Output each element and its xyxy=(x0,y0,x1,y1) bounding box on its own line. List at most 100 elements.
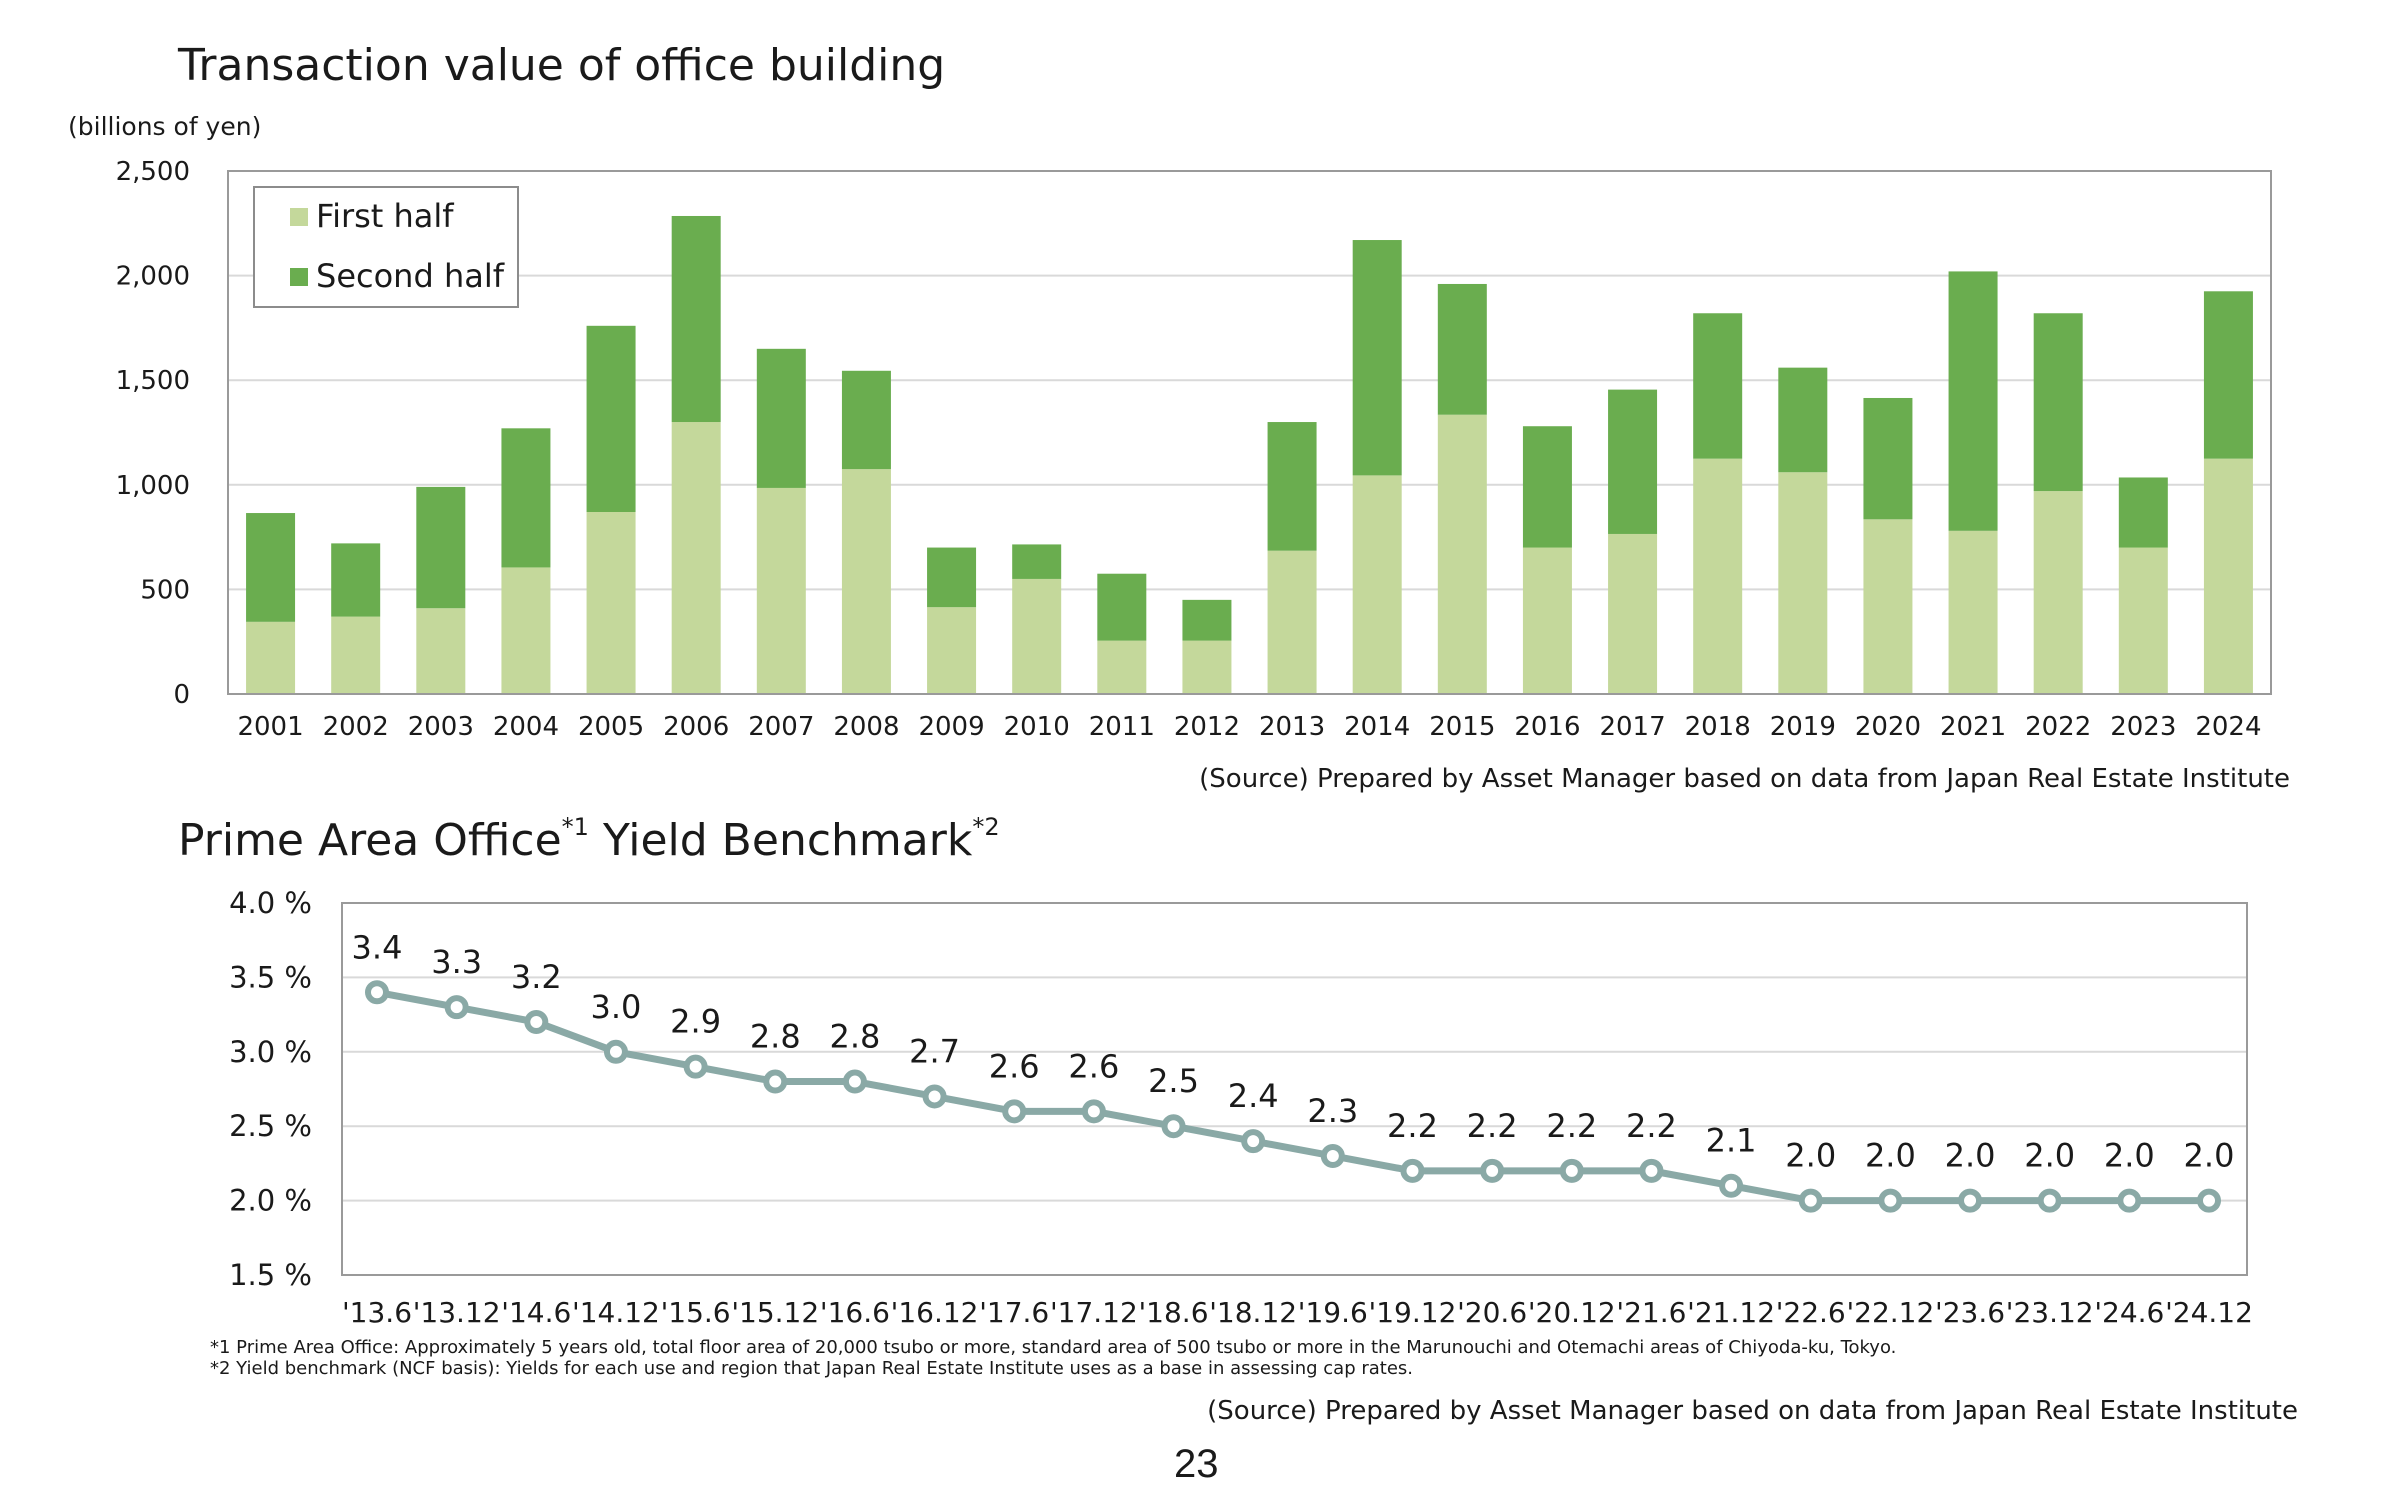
line-x-tick-label: '16.12 xyxy=(891,1296,979,1329)
yield-value-label: 2.1 xyxy=(1706,1122,1757,1160)
bar-second-half-2013 xyxy=(1267,422,1317,551)
bar-second-half-2006 xyxy=(671,215,721,423)
line-x-tick-label: '23.12 xyxy=(2006,1296,2094,1329)
footnote-2: *2 Yield benchmark (NCF basis): Yields f… xyxy=(210,1358,1414,1379)
yield-value-label: 2.3 xyxy=(1307,1092,1358,1130)
bar-second-half-2010 xyxy=(1012,544,1062,579)
bar-first-half-2014 xyxy=(1352,475,1402,694)
bar-first-half-2006 xyxy=(671,422,721,694)
yield-point-'18.12 xyxy=(1241,1129,1266,1154)
yield-point-'17.6 xyxy=(1002,1099,1027,1124)
yield-value-label: 2.8 xyxy=(829,1018,880,1056)
bar-second-half-2024 xyxy=(2203,291,2253,459)
bar-x-tick-label: 2005 xyxy=(578,712,644,742)
bar-x-tick-label: 2001 xyxy=(237,712,303,742)
yield-series-line xyxy=(376,988,2209,1205)
yield-point-'22.12 xyxy=(1878,1188,1903,1213)
bar-x-tick-label: 2014 xyxy=(1344,712,1410,742)
bar-y-tick-label: 1,000 xyxy=(116,471,190,501)
bar-x-tick-label: 2003 xyxy=(408,712,474,742)
yield-value-label: 3.0 xyxy=(591,988,642,1026)
yield-point-'20.12 xyxy=(1559,1158,1584,1183)
line-x-tick-label: '18.12 xyxy=(1209,1296,1297,1329)
bar-first-half-2009 xyxy=(927,607,977,694)
bar-x-tick-label: 2021 xyxy=(1940,712,2006,742)
yield-value-label: 2.2 xyxy=(1467,1107,1518,1145)
bar-x-tick-label: 2004 xyxy=(493,712,559,742)
legend-swatch-second-half xyxy=(290,268,308,286)
bar-first-half-2022 xyxy=(2033,491,2083,694)
bar-x-tick-label: 2008 xyxy=(833,712,899,742)
bar-x-tick-label: 2007 xyxy=(748,712,814,742)
line-y-tick-label: 2.5 % xyxy=(229,1109,312,1143)
bar-plot-frame xyxy=(227,170,2272,695)
yield-point-'19.6 xyxy=(1320,1143,1345,1168)
yield-value-label: 2.9 xyxy=(670,1003,721,1041)
yield-point-'13.12 xyxy=(444,995,469,1020)
page-number: 23 xyxy=(1174,1442,1219,1486)
bar-second-half-2003 xyxy=(416,486,466,609)
bar-x-tick-label: 2011 xyxy=(1089,712,1155,742)
line-x-tick-label: '19.6 xyxy=(1298,1296,1368,1329)
bar-first-half-2024 xyxy=(2203,458,2253,694)
bar-x-tick-label: 2023 xyxy=(2110,712,2176,742)
bar-second-half-2009 xyxy=(927,547,977,608)
yield-point-'18.6 xyxy=(1161,1114,1186,1139)
yield-point-'20.6 xyxy=(1480,1158,1505,1183)
bar-x-tick-label: 2015 xyxy=(1429,712,1495,742)
bar-first-half-2016 xyxy=(1522,547,1572,694)
yield-point-'24.6 xyxy=(2117,1188,2142,1213)
yield-point-'16.6 xyxy=(842,1069,867,1094)
bar-second-half-2021 xyxy=(1948,271,1998,531)
line-chart-title-rest: Yield Benchmark xyxy=(588,815,973,866)
yield-value-label: 2.0 xyxy=(2104,1137,2155,1175)
bar-second-half-2014 xyxy=(1352,240,1402,476)
bar-second-half-2008 xyxy=(841,370,891,470)
line-x-tick-label: '15.6 xyxy=(661,1296,731,1329)
line-x-tick-label: '22.12 xyxy=(1846,1296,1934,1329)
bar-first-half-2017 xyxy=(1608,533,1658,694)
bar-legend: First half Second half xyxy=(253,186,519,308)
bar-first-half-2018 xyxy=(1693,458,1743,694)
yield-point-'17.12 xyxy=(1081,1099,1106,1124)
bar-first-half-2007 xyxy=(756,487,806,694)
yield-value-label: 2.0 xyxy=(2184,1137,2235,1175)
yield-point-'21.12 xyxy=(1719,1173,1744,1198)
yield-value-label: 2.2 xyxy=(1626,1107,1677,1145)
bar-first-half-2019 xyxy=(1778,472,1828,694)
line-x-tick-label: '14.12 xyxy=(572,1296,660,1329)
bar-x-tick-label: 2017 xyxy=(1599,712,1665,742)
bar-first-half-2012 xyxy=(1182,640,1232,694)
bar-second-half-2015 xyxy=(1437,283,1487,415)
bar-first-half-2002 xyxy=(331,616,381,694)
bar-second-half-2007 xyxy=(756,348,806,488)
yield-point-'15.6 xyxy=(683,1054,708,1079)
line-x-tick-label: '14.6 xyxy=(501,1296,571,1329)
bar-first-half-2005 xyxy=(586,511,636,694)
footnote-1: *1 Prime Area Office: Approximately 5 ye… xyxy=(210,1337,1897,1358)
line-x-tick-label: '21.6 xyxy=(1616,1296,1686,1329)
bar-x-tick-label: 2024 xyxy=(2195,712,2261,742)
bar-x-tick-label: 2016 xyxy=(1514,712,1580,742)
line-x-tick-label: '16.6 xyxy=(820,1296,890,1329)
line-y-tick-label: 1.5 % xyxy=(229,1258,312,1292)
yield-point-'15.12 xyxy=(763,1069,788,1094)
bar-second-half-2011 xyxy=(1097,573,1147,641)
yield-point-'19.12 xyxy=(1400,1158,1425,1183)
bar-first-half-2001 xyxy=(246,621,296,694)
yield-value-label: 3.3 xyxy=(431,943,482,981)
bar-first-half-2008 xyxy=(841,469,891,694)
bar-first-half-2013 xyxy=(1267,550,1317,694)
line-chart-title: Prime Area Office*1 Yield Benchmark*2 xyxy=(178,813,1000,866)
bar-first-half-2004 xyxy=(501,567,551,694)
bar-first-half-2011 xyxy=(1097,640,1147,694)
yield-point-'16.12 xyxy=(922,1084,947,1109)
bar-x-tick-label: 2022 xyxy=(2025,712,2091,742)
bar-second-half-2022 xyxy=(2033,313,2083,492)
line-x-tick-label: '13.6 xyxy=(342,1296,412,1329)
bar-first-half-2020 xyxy=(1863,519,1913,694)
bar-second-half-2012 xyxy=(1182,599,1232,641)
yield-value-label: 3.4 xyxy=(352,928,403,966)
line-chart-title-mark1: *1 xyxy=(561,813,589,841)
line-chart-title-main: Prime Area Office xyxy=(178,815,562,866)
